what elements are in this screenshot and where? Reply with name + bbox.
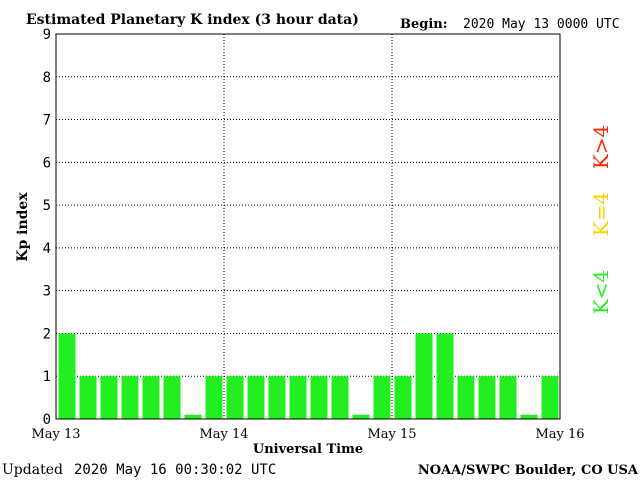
y-tick-label-1: 1 [43,369,51,385]
kp-bar-23 [541,376,559,419]
begin-label: Begin: [400,17,448,32]
kp-bar-20 [478,376,496,419]
kp-bar-2 [100,376,118,419]
kp-bar-3 [121,376,139,419]
plot-frame [55,33,561,420]
kp-bar-7 [205,376,223,419]
kp-bar-0 [58,333,76,419]
chart-title: Estimated Planetary K index (3 hour data… [26,12,359,28]
kp-bar-8 [226,376,244,419]
updated-label: Updated [2,462,63,478]
source-credit: NOAA/SWPC Boulder, CO USA [418,463,639,478]
grid-lines [56,34,560,419]
x-tick-label-1: May 14 [199,427,248,442]
y-tick-label-8: 8 [43,70,51,86]
x-tick-label-2: May 15 [367,427,416,442]
y-tick-label-2: 2 [43,326,51,342]
y-tick-label-0: 0 [43,412,51,428]
kp-bar-10 [268,376,286,419]
kp-bar-9 [247,376,265,419]
kp-bar-15 [373,376,391,419]
kp-bar-16 [394,376,412,419]
kp-bar-11 [289,376,307,419]
x-tick-labels: May 13 May 14 May 15 May 16 [31,427,584,442]
kp-bar-22 [520,414,538,419]
x-tick-label-3: May 16 [535,427,584,442]
y-tick-label-9: 9 [43,27,51,43]
kp-bar-14 [352,414,370,419]
x-axis-label: Universal Time [253,442,363,457]
kp-bar-12 [310,376,328,419]
legend-k-equal-4: K=4 [589,192,613,236]
kp-bar-4 [142,376,160,419]
legend-k-greater-4: K>4 [589,125,613,169]
y-axis-label: Kp index [15,192,31,262]
kp-bar-5 [163,376,181,419]
kp-bar-21 [499,376,517,419]
y-tick-label-4: 4 [43,241,51,257]
legend-k-less-4: K<4 [589,270,613,314]
x-tick-label-0: May 13 [31,427,80,442]
y-tick-label-6: 6 [43,155,51,171]
y-tick-label-5: 5 [43,198,51,214]
bars [58,333,559,419]
kp-bar-6 [184,414,202,419]
kp-bar-13 [331,376,349,419]
y-tick-label-7: 7 [43,113,51,129]
y-tick-labels: 0 1 2 3 4 5 6 7 8 9 [43,27,51,428]
kp-bar-1 [79,376,97,419]
begin-value: 2020 May 13 0000 UTC [463,17,620,32]
kp-bar-19 [457,376,475,419]
kp-bar-17 [415,333,433,419]
y-tick-label-3: 3 [43,284,51,300]
updated-value: 2020 May 16 00:30:02 UTC [74,462,276,478]
kp-bar-18 [436,333,454,419]
